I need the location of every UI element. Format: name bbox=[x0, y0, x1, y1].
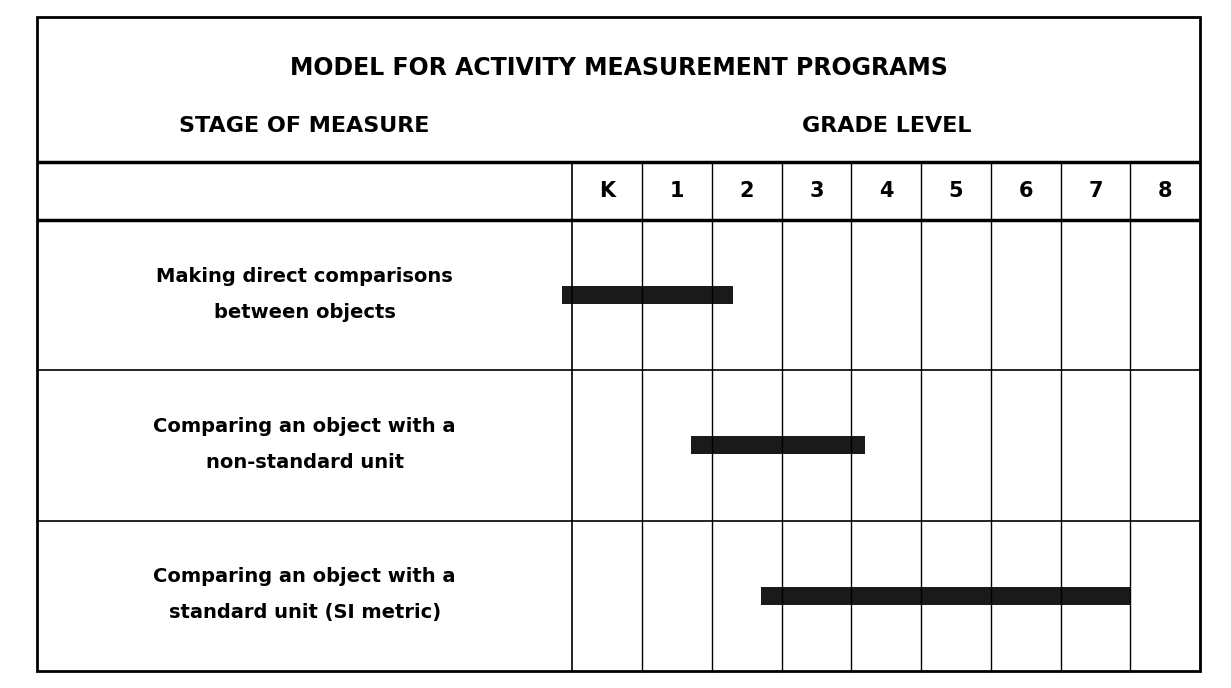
Text: GRADE LEVEL: GRADE LEVEL bbox=[801, 116, 971, 136]
Text: 4: 4 bbox=[879, 181, 894, 201]
Text: Comparing an object with a: Comparing an object with a bbox=[154, 417, 455, 436]
Text: 2: 2 bbox=[740, 181, 755, 201]
Text: between objects: between objects bbox=[214, 303, 395, 322]
Text: Making direct comparisons: Making direct comparisons bbox=[156, 266, 453, 286]
Text: 8: 8 bbox=[1158, 181, 1173, 201]
Text: 7: 7 bbox=[1088, 181, 1103, 201]
Text: 5: 5 bbox=[949, 181, 964, 201]
FancyBboxPatch shape bbox=[691, 436, 865, 455]
Text: non-standard unit: non-standard unit bbox=[206, 453, 404, 472]
FancyBboxPatch shape bbox=[561, 286, 732, 304]
Text: 6: 6 bbox=[1018, 181, 1033, 201]
FancyBboxPatch shape bbox=[37, 17, 1200, 671]
Text: MODEL FOR ACTIVITY MEASUREMENT PROGRAMS: MODEL FOR ACTIVITY MEASUREMENT PROGRAMS bbox=[289, 56, 948, 80]
Text: K: K bbox=[599, 181, 616, 201]
Text: Comparing an object with a: Comparing an object with a bbox=[154, 567, 455, 586]
Text: STAGE OF MEASURE: STAGE OF MEASURE bbox=[180, 116, 430, 136]
Text: standard unit (SI metric): standard unit (SI metric) bbox=[169, 603, 441, 623]
FancyBboxPatch shape bbox=[761, 587, 1130, 605]
Text: 3: 3 bbox=[809, 181, 824, 201]
Text: 1: 1 bbox=[670, 181, 684, 201]
